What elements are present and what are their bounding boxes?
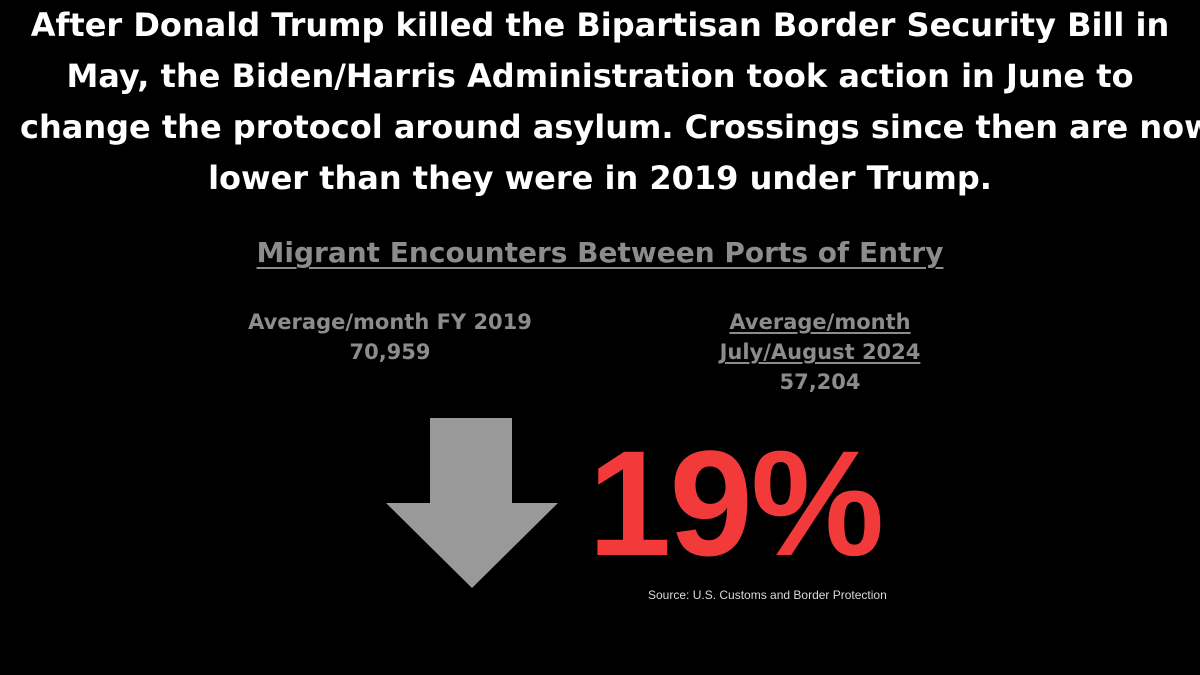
percent-change: 19% xyxy=(588,419,884,587)
stat-2024-label-line2: July/August 2024 xyxy=(719,340,921,364)
arrow-down-icon xyxy=(386,418,558,588)
stat-fy2019-value: 70,959 xyxy=(349,340,431,364)
headline-line-4: lower than they were in 2019 under Trump… xyxy=(208,159,992,197)
stat-2024: Average/month July/August 2024 57,204 xyxy=(640,307,1000,397)
headline: After Donald Trump killed the Bipartisan… xyxy=(20,0,1200,204)
arrow-down-shape xyxy=(386,418,558,588)
source-note: Source: U.S. Customs and Border Protecti… xyxy=(648,588,887,602)
stat-2024-value: 57,204 xyxy=(779,370,861,394)
section-title: Migrant Encounters Between Ports of Entr… xyxy=(256,236,944,269)
headline-line-3: change the protocol around asylum. Cross… xyxy=(20,108,1200,146)
stat-fy2019-label: Average/month FY 2019 xyxy=(248,310,532,334)
headline-line-1: After Donald Trump killed the Bipartisan… xyxy=(30,6,1170,44)
headline-line-2: May, the Biden/Harris Administration too… xyxy=(66,57,1134,95)
stat-2024-label-line1: Average/month xyxy=(729,310,911,334)
stat-fy2019: Average/month FY 2019 70,959 xyxy=(210,307,570,367)
